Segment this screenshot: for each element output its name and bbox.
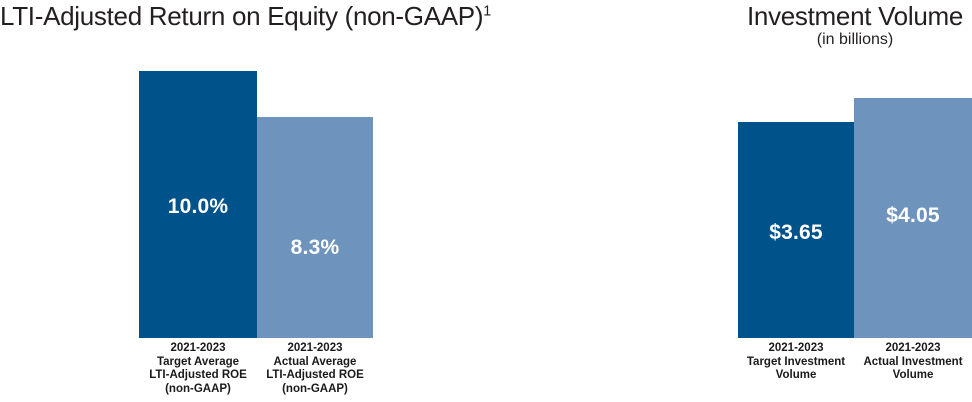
roe-actual-bar-value-label: 8.3% [290,236,340,259]
investment-actual-bar: $4.05 [854,98,972,338]
roe-chart-title-footnote-marker: 1 [483,3,491,20]
roe-chart-title-text: LTI-Adjusted Return on Equity (non-GAAP) [0,1,484,31]
category-label-line: 2021-2023 [287,342,343,354]
investment-target-bar-value-label: $3.65 [769,221,823,244]
category-label-line: Target Average [156,355,240,368]
category-label-line: 2021-2023 [768,342,824,354]
category-label-line: 2021-2023 [170,342,226,354]
investment-actual-bar-category-label: 2021-2023 Actual Investment Volume [838,342,972,383]
category-label-line: Volume [775,369,817,381]
category-label-line: 2021-2023 [885,342,941,354]
roe-actual-bar-category-label: 2021-2023 Actual Average LTI-Adjusted RO… [240,342,390,396]
category-label-line: (non-GAAP) [165,382,231,395]
category-label-line: Target Investment [746,355,846,368]
category-label-line: LTI-Adjusted ROE [149,369,247,381]
category-label-line: LTI-Adjusted ROE [266,369,364,381]
investment-target-bar: $3.65 [738,122,854,338]
roe-target-bar-category-label: 2021-2023 Target Average LTI-Adjusted RO… [123,342,273,396]
investment-actual-bar-value-label: $4.05 [886,204,940,227]
category-label-line: (non-GAAP) [282,382,348,395]
roe-chart-title: LTI-Adjusted Return on Equity (non-GAAP)… [0,1,491,32]
roe-target-bar: 10.0% [139,71,257,338]
investment-chart-title: Investment Volume [746,1,963,31]
roe-actual-bar: 8.3% [257,117,373,338]
roe-target-bar-value-label: 10.0% [167,195,229,218]
investment-target-bar-category-label: 2021-2023 Target Investment Volume [721,342,871,383]
category-label-line: Volume [892,369,934,381]
investment-chart-subtitle: (in billions) [816,31,894,48]
category-label-line: Actual Average [273,355,357,368]
category-label-line: Actual Investment [863,355,963,368]
